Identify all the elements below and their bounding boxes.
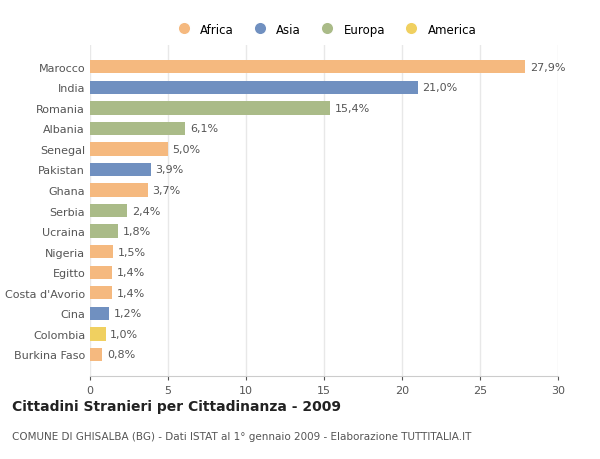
Bar: [90, 123, 185, 136]
Text: 6,1%: 6,1%: [190, 124, 218, 134]
Text: 27,9%: 27,9%: [530, 62, 565, 73]
Text: 2,4%: 2,4%: [132, 206, 160, 216]
Text: Cittadini Stranieri per Cittadinanza - 2009: Cittadini Stranieri per Cittadinanza - 2…: [12, 399, 341, 413]
Text: 1,4%: 1,4%: [116, 268, 145, 278]
Bar: [90, 61, 525, 74]
Text: 1,2%: 1,2%: [113, 309, 142, 319]
Text: 5,0%: 5,0%: [173, 145, 201, 155]
Bar: [90, 204, 127, 218]
Bar: [90, 102, 330, 115]
Text: 3,9%: 3,9%: [155, 165, 184, 175]
Bar: [90, 184, 148, 197]
Bar: [90, 225, 118, 238]
Bar: [90, 307, 109, 320]
Text: COMUNE DI GHISALBA (BG) - Dati ISTAT al 1° gennaio 2009 - Elaborazione TUTTITALI: COMUNE DI GHISALBA (BG) - Dati ISTAT al …: [12, 431, 472, 442]
Text: 1,0%: 1,0%: [110, 329, 139, 339]
Bar: [90, 163, 151, 177]
Text: 15,4%: 15,4%: [335, 104, 370, 113]
Bar: [90, 81, 418, 95]
Bar: [90, 266, 112, 280]
Text: 1,5%: 1,5%: [118, 247, 146, 257]
Text: 3,7%: 3,7%: [152, 185, 181, 196]
Bar: [90, 286, 112, 300]
Text: 1,4%: 1,4%: [116, 288, 145, 298]
Text: 21,0%: 21,0%: [422, 83, 458, 93]
Text: 0,8%: 0,8%: [107, 350, 136, 360]
Bar: [90, 143, 168, 156]
Text: 1,8%: 1,8%: [123, 227, 151, 237]
Bar: [90, 348, 103, 361]
Bar: [90, 328, 106, 341]
Bar: [90, 246, 113, 259]
Legend: Africa, Asia, Europa, America: Africa, Asia, Europa, America: [167, 19, 481, 41]
